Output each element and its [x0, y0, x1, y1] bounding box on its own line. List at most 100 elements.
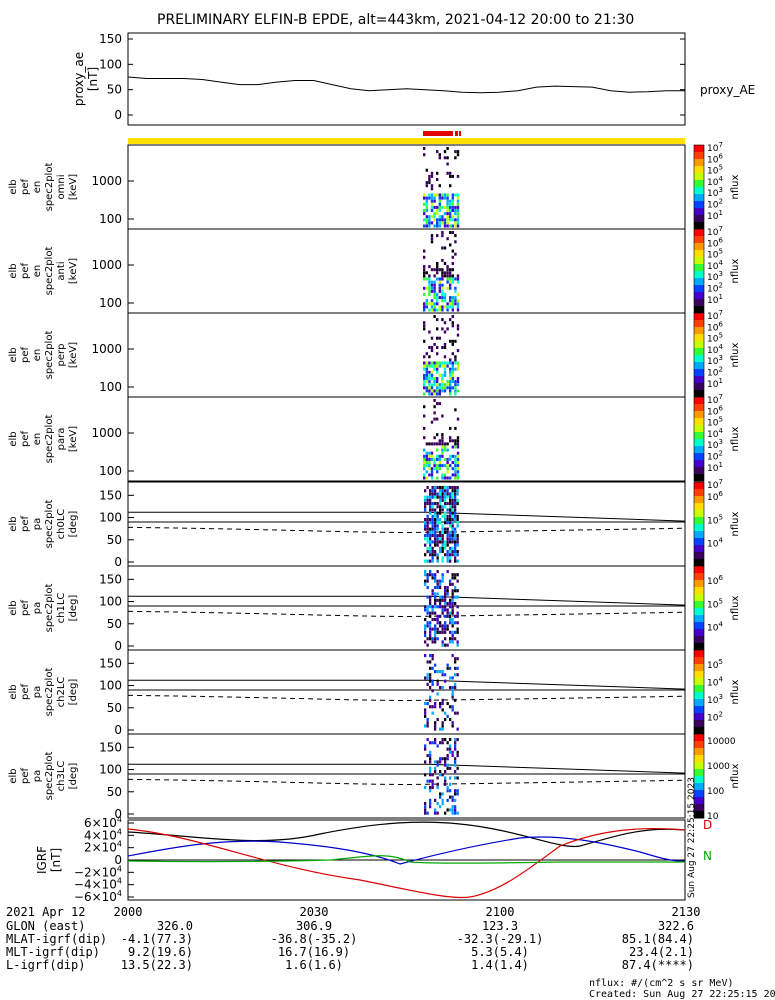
spectrogram-cell	[436, 442, 439, 446]
spectrogram-cell	[456, 389, 460, 393]
spectrogram-cell	[451, 439, 454, 443]
spectrogram-cell	[425, 209, 428, 212]
spectrogram-cell	[433, 205, 436, 209]
footer-value: 322.6	[658, 919, 694, 933]
pitch-angle-cell	[426, 534, 429, 538]
pitch-angle-cell	[436, 637, 439, 641]
pitch-angle-cell	[431, 786, 434, 790]
pitch-angle-colorbar-swatch	[694, 685, 704, 693]
pitch-angle-cell	[454, 738, 457, 742]
spectrogram-cell	[456, 308, 460, 312]
spectrogram-cell	[449, 283, 452, 287]
pitch-angle-cell	[426, 673, 429, 677]
pitch-angle-cell	[446, 786, 449, 790]
spectrogram-cell	[454, 289, 457, 293]
pitch-angle-cell	[431, 518, 434, 522]
ae-ylabel-line2: [nT]	[86, 67, 100, 91]
spectrogram-cell	[423, 147, 426, 150]
spectrogram-cell	[425, 302, 428, 306]
pitch-angle-cell	[439, 670, 442, 674]
pitch-angle-cell	[451, 589, 454, 593]
pitch-angle-cell	[426, 637, 429, 641]
pitch-angle-cell	[424, 760, 427, 764]
pitch-angle-cell	[429, 760, 432, 764]
pitch-angle-cell	[449, 782, 452, 786]
spectrogram-cell	[423, 196, 426, 200]
spectrogram-cell	[438, 389, 441, 393]
spectrogram-cell	[438, 392, 441, 396]
spectrogram-cell	[425, 457, 428, 461]
spectrogram-cell	[433, 268, 436, 272]
spectrogram-cell	[454, 150, 457, 154]
spectrogram-cell	[430, 234, 434, 238]
pitch-angle-ytick-label: 50	[107, 785, 122, 799]
pitch-angle-ylabel: elb	[8, 768, 19, 783]
spectrogram-cell	[454, 408, 457, 412]
pitch-angle-cell	[439, 727, 442, 731]
pitch-angle-cell	[429, 543, 432, 547]
spectrogram-colorbar-swatch	[694, 341, 704, 349]
pitch-angle-cell	[441, 530, 444, 534]
spectrogram-cell	[425, 221, 428, 225]
spectrogram-cell	[443, 196, 447, 200]
spectrogram-cell	[441, 299, 444, 303]
pitch-angle-ylabel: pef	[20, 684, 31, 701]
spectrogram-cell	[449, 271, 452, 275]
pitch-angle-cell	[434, 637, 437, 641]
igrf-ylabel-line2: [nT]	[49, 848, 63, 872]
colorbar-tick-label: 102	[707, 450, 723, 463]
spectrogram-cell	[438, 308, 441, 312]
pitch-angle-cell	[456, 492, 459, 496]
pitch-angle-cell	[449, 559, 452, 563]
spectrogram-cell	[428, 464, 431, 468]
loss-cone-lower-line	[127, 778, 686, 785]
spectrogram-cell	[443, 205, 447, 209]
spectrogram-cell	[438, 361, 441, 365]
spectrogram-cell	[436, 193, 439, 197]
spectrogram-cell	[449, 367, 452, 371]
spectrogram-cell	[430, 240, 434, 244]
pitch-angle-cell	[431, 492, 434, 496]
pitch-angle-cell	[439, 582, 442, 586]
pitch-angle-cell	[451, 721, 454, 725]
spectrogram-cell	[446, 286, 449, 290]
spectrogram-cell	[451, 255, 454, 259]
pitch-angle-cell	[431, 489, 434, 493]
spectrogram-cell	[446, 162, 449, 166]
pitch-angle-cell	[439, 770, 442, 774]
spectrogram-cell	[438, 364, 441, 368]
spectrogram-cell	[451, 467, 454, 471]
spectrogram-frame	[127, 312, 686, 398]
spectrogram-cell	[441, 327, 444, 331]
pitch-angle-cell	[454, 498, 457, 502]
spectrogram-colorbar-swatch	[694, 264, 704, 272]
pitch-angle-cell	[456, 621, 459, 625]
spectrogram-cell	[423, 383, 426, 387]
spectrogram-cell	[456, 196, 460, 200]
pitch-angle-cell	[451, 489, 454, 493]
spectrogram-cell	[436, 268, 439, 272]
pitch-angle-cell	[454, 776, 457, 780]
spectrogram-cell	[451, 445, 454, 449]
pitch-angle-cell	[429, 553, 432, 557]
pitch-angle-cell	[456, 673, 459, 677]
spectrogram-cell	[451, 352, 454, 356]
spectrogram-colorbar-swatch	[694, 376, 704, 384]
pitch-angle-cell	[449, 747, 452, 751]
spectrogram-cell	[425, 389, 428, 393]
pitch-angle-cell	[426, 540, 429, 544]
spectrogram-cell	[441, 451, 444, 455]
pitch-angle-cell	[441, 514, 444, 518]
spectrogram-colorbar-swatch	[694, 292, 704, 300]
pitch-angle-cell	[426, 498, 429, 502]
footer-value: -36.8(-35.2)	[271, 932, 358, 946]
pitch-angle-cell	[434, 630, 437, 634]
pitch-angle-colorbar-swatch	[694, 538, 704, 546]
pitch-angle-colorbar-swatch	[694, 559, 704, 567]
science-zone-marker-c	[459, 131, 461, 136]
pitch-angle-cell	[441, 534, 444, 538]
spectrogram-cell	[428, 454, 431, 458]
pitch-angle-cell	[439, 546, 442, 550]
colorbar-tick-label: 105	[707, 416, 723, 429]
pitch-angle-cell	[436, 540, 439, 544]
